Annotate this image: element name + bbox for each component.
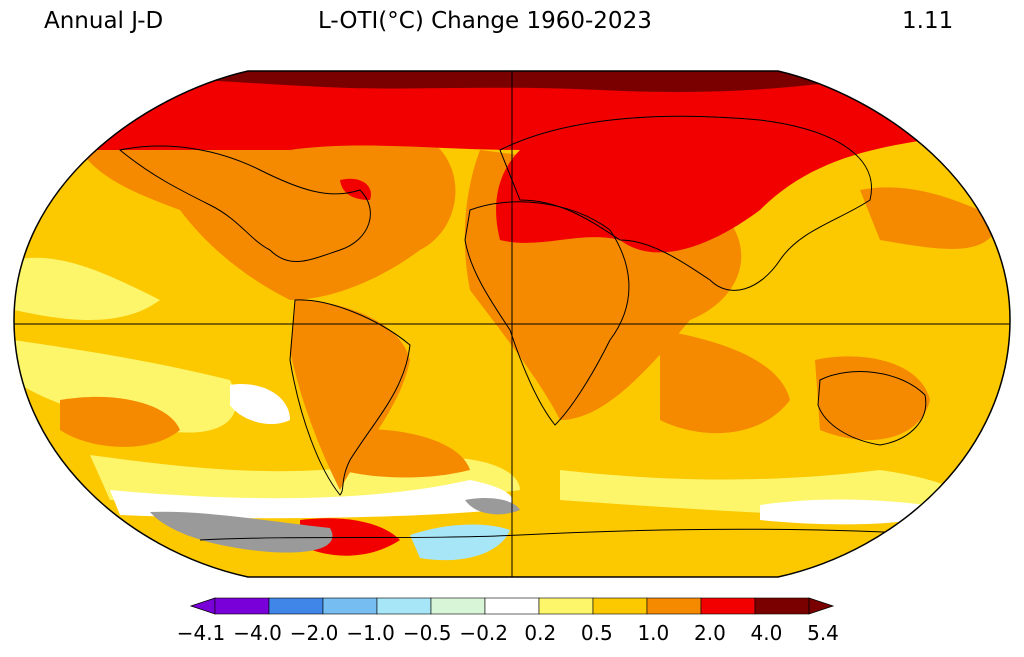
colorbar-tick-label: 1.0 [637, 621, 670, 645]
south-pacific-mild-band [14, 340, 237, 433]
south-pacific-neutral-patch [230, 384, 290, 425]
north-america-coastline [118, 145, 371, 263]
colorbar-segment [592, 597, 648, 615]
colorbar-segment [700, 597, 756, 615]
colorbar-tick-label: −4.1 [176, 621, 226, 645]
colorbar-segment [268, 597, 324, 615]
colorbar-segment [376, 597, 432, 615]
colorbar-tick-label: −0.5 [402, 621, 452, 645]
south-america-warm [290, 300, 410, 490]
colorbar-tick-label: 2.0 [694, 621, 726, 645]
weddell-no-data [465, 498, 520, 515]
colorbar-tick-label: −4.0 [233, 621, 282, 645]
africa-coastline [464, 201, 630, 426]
colorbar-segment [538, 597, 594, 615]
colorbar-tick-label: −2.0 [289, 621, 339, 645]
colorbar-tick-label: 0.5 [580, 621, 613, 645]
colorbar-segment [484, 597, 540, 615]
colorbar-tick-label: −0.2 [459, 621, 509, 645]
temperature-change-map [13, 70, 1011, 578]
colorbar-segment [322, 597, 378, 615]
pacific-mild-band [14, 257, 160, 320]
colorbar-max-arrow [808, 597, 835, 615]
eurasia-coastline [499, 115, 872, 291]
map-title: L-OTI(°C) Change 1960-2023 [318, 8, 652, 34]
colorbar-segment [646, 597, 702, 615]
colorbar-min-arrow [189, 597, 216, 615]
colorbar-segment [754, 597, 810, 615]
colorbar-tick-label: 0.2 [524, 621, 557, 645]
colorbar-tick-label: 5.4 [807, 621, 839, 645]
antarctic-cool-patch [410, 524, 510, 561]
north-pacific-warm [860, 187, 1000, 249]
australia-warm [815, 356, 930, 440]
south-america-coastline [289, 299, 411, 496]
south-atlantic-warm-patch [340, 429, 470, 478]
colorbar-tick-label: 4.0 [750, 621, 783, 645]
colorbar-tick-label: −1.0 [346, 621, 395, 645]
antarctic-no-data [150, 511, 333, 553]
colorbar-segment [214, 597, 270, 615]
globe-outline [13, 70, 1011, 578]
southern-neutral-band [110, 480, 513, 519]
arctic-extreme [200, 71, 850, 92]
northeast-america-hot [340, 178, 371, 200]
south-pacific-warm-patch [60, 396, 180, 447]
australia-coastline [817, 371, 927, 446]
indian-ocean-warm [660, 330, 790, 434]
map-period-label: Annual J-D [44, 8, 164, 34]
global-mean-value: 1.11 [902, 8, 954, 34]
arctic-eurasia-hot [14, 71, 1010, 253]
colorbar-segment [430, 597, 486, 615]
